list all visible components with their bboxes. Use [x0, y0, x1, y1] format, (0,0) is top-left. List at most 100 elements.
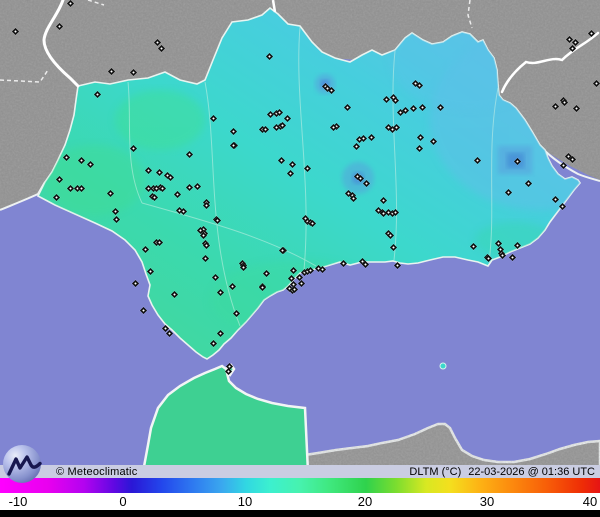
guadiana-river	[42, 0, 80, 88]
station-marker[interactable]	[592, 79, 600, 87]
station-marker[interactable]	[232, 309, 240, 317]
station-marker[interactable]	[86, 160, 94, 168]
station-marker[interactable]	[55, 175, 63, 183]
station-marker[interactable]	[436, 103, 444, 111]
station-marker[interactable]	[513, 241, 521, 249]
station-marker[interactable]	[303, 164, 311, 172]
station-marker[interactable]	[112, 215, 120, 223]
station-marker[interactable]	[193, 182, 201, 190]
station-marker[interactable]	[209, 114, 217, 122]
station-marker[interactable]	[106, 189, 114, 197]
station-marker[interactable]	[558, 202, 566, 210]
station-marker[interactable]	[66, 0, 74, 7]
copyright-text[interactable]: © Meteoclimatic	[56, 465, 138, 478]
station-marker[interactable]	[504, 188, 512, 196]
station-marker[interactable]	[389, 243, 397, 251]
station-marker[interactable]	[144, 166, 152, 174]
temperature-map[interactable]	[0, 0, 600, 465]
station-marker[interactable]	[155, 168, 163, 176]
station-marker[interactable]	[173, 190, 181, 198]
station-marker[interactable]	[362, 179, 370, 187]
station-marker[interactable]	[416, 133, 424, 141]
station-marker[interactable]	[286, 169, 294, 177]
station-marker[interactable]	[277, 156, 285, 164]
station-marker[interactable]	[52, 193, 60, 201]
map-canvas	[0, 0, 600, 465]
station-marker[interactable]	[111, 207, 119, 215]
station-marker[interactable]	[572, 104, 580, 112]
station-marker[interactable]	[216, 329, 224, 337]
murcia-coastline	[542, 148, 600, 182]
tick-label-10: 10	[237, 494, 253, 509]
station-marker[interactable]	[107, 67, 115, 75]
station-marker[interactable]	[265, 52, 273, 60]
station-marker[interactable]	[289, 266, 297, 274]
meteoclimatic-logo-icon[interactable]	[3, 445, 42, 483]
station-marker[interactable]	[77, 156, 85, 164]
station-marker[interactable]	[379, 196, 387, 204]
station-marker[interactable]	[11, 27, 19, 35]
tick-label-0: 0	[119, 494, 127, 509]
station-marker[interactable]	[409, 104, 417, 112]
station-marker[interactable]	[551, 102, 559, 110]
station-marker[interactable]	[229, 127, 237, 135]
station-marker[interactable]	[141, 245, 149, 253]
tick-label-30: 30	[479, 494, 495, 509]
station-marker[interactable]	[129, 144, 137, 152]
station-marker[interactable]	[508, 253, 516, 261]
station-marker[interactable]	[157, 44, 165, 52]
station-marker[interactable]	[343, 103, 351, 111]
portugal-coastline	[0, 181, 46, 211]
station-marker[interactable]	[393, 261, 401, 269]
station-marker[interactable]	[283, 114, 291, 122]
station-marker[interactable]	[201, 254, 209, 262]
station-marker[interactable]	[55, 22, 63, 30]
temperature-colorbar	[0, 478, 600, 493]
border-river-north	[271, 0, 277, 13]
timestamp-label: 22-03-2026 @ 01:36 UTC	[468, 465, 595, 478]
station-marker[interactable]	[185, 183, 193, 191]
station-marker[interactable]	[262, 269, 270, 277]
station-marker[interactable]	[153, 38, 161, 46]
station-marker[interactable]	[139, 306, 147, 314]
station-marker[interactable]	[170, 290, 178, 298]
segura-river	[500, 31, 600, 94]
province-borders	[127, 26, 499, 327]
station-marker[interactable]	[587, 29, 595, 37]
dashed-borders	[0, 0, 473, 83]
station-markers-layer	[11, 0, 600, 375]
station-marker[interactable]	[473, 156, 481, 164]
station-marker[interactable]	[382, 95, 390, 103]
variable-label: DLTM (°C)	[409, 465, 462, 478]
bottom-border	[0, 510, 600, 517]
africa-grey-land	[303, 422, 600, 465]
colorbar-tick-labels: -10 0 10 20 30 40	[0, 493, 600, 510]
station-marker[interactable]	[352, 142, 360, 150]
station-marker[interactable]	[559, 161, 567, 169]
tick-label-40: 40	[582, 494, 598, 509]
attribution-bar: © Meteoclimatic DLTM (°C) 22-03-2026 @ 0…	[0, 465, 600, 478]
station-marker[interactable]	[513, 157, 521, 165]
station-marker[interactable]	[209, 339, 217, 347]
station-marker[interactable]	[62, 153, 70, 161]
station-marker[interactable]	[185, 150, 193, 158]
station-marker[interactable]	[216, 288, 224, 296]
station-marker[interactable]	[288, 160, 296, 168]
logo-squiggle-icon	[7, 455, 42, 476]
station-marker[interactable]	[418, 103, 426, 111]
station-marker[interactable]	[367, 133, 375, 141]
map-title-datetime: DLTM (°C) 22-03-2026 @ 01:36 UTC	[409, 466, 595, 478]
station-marker[interactable]	[93, 90, 101, 98]
station-marker[interactable]	[469, 242, 477, 250]
station-marker[interactable]	[129, 68, 137, 76]
station-marker[interactable]	[228, 282, 236, 290]
station-marker[interactable]	[429, 137, 437, 145]
station-marker[interactable]	[131, 279, 139, 287]
station-marker[interactable]	[415, 144, 423, 152]
station-marker[interactable]	[146, 267, 154, 275]
station-marker[interactable]	[551, 195, 559, 203]
station-marker[interactable]	[211, 273, 219, 281]
station-marker[interactable]	[524, 179, 532, 187]
station-marker[interactable]	[339, 259, 347, 267]
